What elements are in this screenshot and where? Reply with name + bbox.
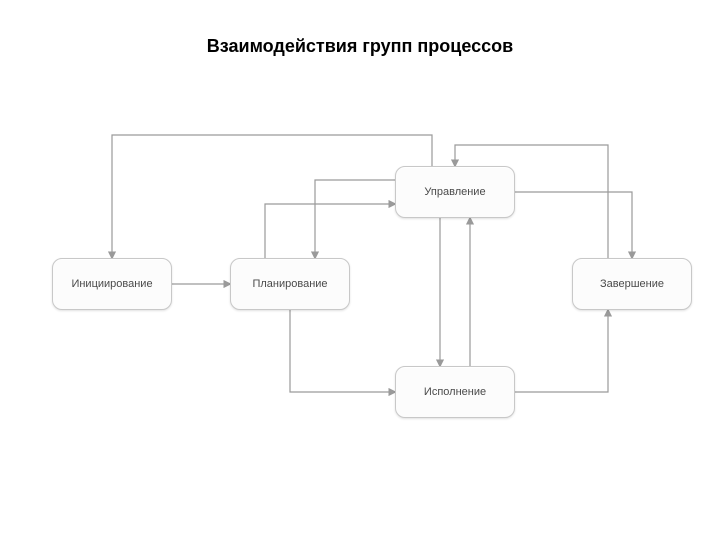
node-label: Инициирование: [71, 278, 152, 290]
node-label: Завершение: [600, 278, 664, 290]
edge-e8: [290, 310, 395, 392]
node-label: Исполнение: [424, 386, 486, 398]
edge-e3: [315, 180, 395, 258]
edge-e2: [265, 204, 395, 258]
node-close: Завершение: [572, 258, 692, 310]
diagram-canvas: Инициирование Планирование Управление Испол…: [0, 0, 720, 540]
node-plan: Планирование: [230, 258, 350, 310]
edge-e9: [515, 310, 608, 392]
edge-e6: [515, 192, 632, 258]
node-label: Планирование: [252, 278, 327, 290]
node-init: Инициирование: [52, 258, 172, 310]
node-exec: Исполнение: [395, 366, 515, 418]
page: Взаимодействия групп процессов Иницииров…: [0, 0, 720, 540]
node-label: Управление: [424, 186, 485, 198]
node-control: Управление: [395, 166, 515, 218]
edge-e10: [112, 135, 432, 258]
